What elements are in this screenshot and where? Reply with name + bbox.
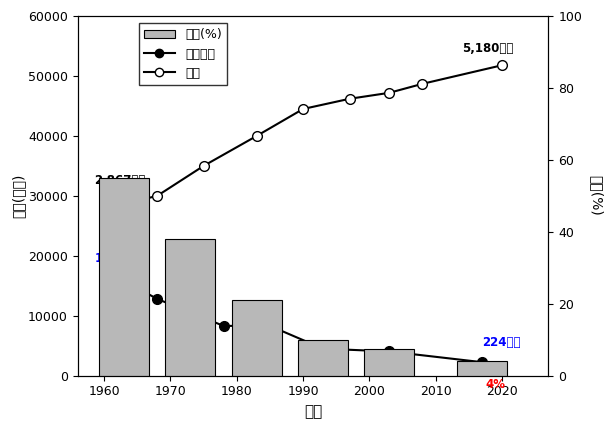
Text: 55%: 55% bbox=[101, 318, 129, 331]
Bar bbox=[166, 239, 216, 376]
Text: 224만명: 224만명 bbox=[482, 336, 521, 349]
X-axis label: 연도: 연도 bbox=[304, 404, 322, 419]
Text: 4%: 4% bbox=[486, 378, 505, 391]
Bar bbox=[298, 340, 348, 376]
Text: 2,867만명: 2,867만명 bbox=[94, 174, 146, 187]
Bar bbox=[232, 300, 282, 376]
Legend: 비율(%), 농가인구, 인구: 비율(%), 농가인구, 인구 bbox=[139, 23, 227, 85]
Bar bbox=[457, 361, 507, 376]
Bar bbox=[365, 349, 414, 376]
Text: 1,581만명: 1,581만명 bbox=[94, 252, 146, 265]
Text: 5,180만명: 5,180만명 bbox=[462, 42, 514, 55]
Bar bbox=[99, 178, 149, 376]
Y-axis label: 인구(천명): 인구(천명) bbox=[11, 174, 25, 218]
Y-axis label: 비율(%): 비율(%) bbox=[589, 175, 603, 216]
